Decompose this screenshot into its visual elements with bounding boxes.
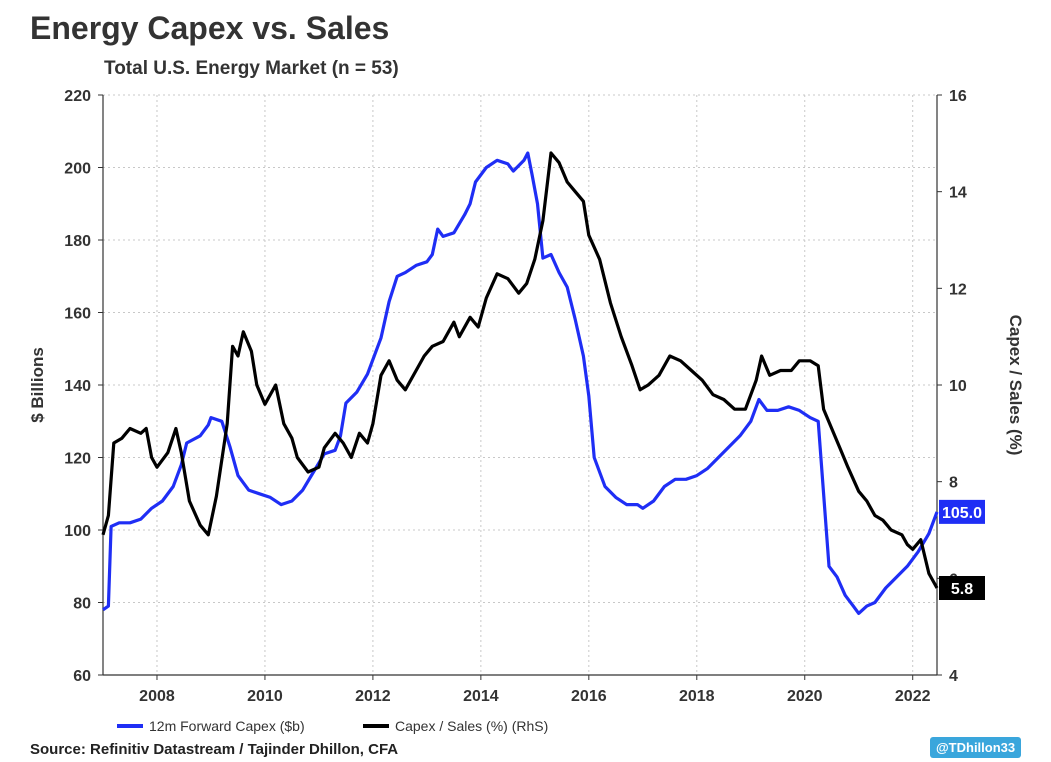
left-tick-label: 160 bbox=[64, 306, 91, 323]
left-tick-label: 100 bbox=[64, 523, 91, 540]
chart-title: Energy Capex vs. Sales bbox=[30, 10, 390, 46]
left-tick-label: 200 bbox=[64, 161, 91, 178]
left-tick-label: 220 bbox=[64, 88, 91, 105]
left-axis-label: $ Billions bbox=[28, 347, 47, 423]
left-tick-label: 120 bbox=[64, 451, 91, 468]
last-value-text: 105.0 bbox=[942, 505, 982, 522]
right-tick-label: 8 bbox=[949, 475, 958, 492]
x-tick-label: 2008 bbox=[139, 688, 175, 705]
gridlines bbox=[103, 94, 937, 675]
legend: 12m Forward Capex ($b) Capex / Sales (%)… bbox=[117, 718, 548, 734]
x-tick-label: 2010 bbox=[247, 688, 283, 705]
x-tick-label: 2020 bbox=[787, 688, 823, 705]
right-tick-label: 14 bbox=[949, 185, 967, 202]
left-tick-label: 60 bbox=[73, 668, 91, 685]
left-tick-label: 80 bbox=[73, 596, 91, 613]
ratio-series-line bbox=[101, 151, 939, 589]
right-axis-label: Capex / Sales (%) bbox=[1006, 315, 1025, 456]
last-value-box bbox=[939, 576, 985, 600]
x-tick-label: 2018 bbox=[679, 688, 715, 705]
axes: 6080100120140160180200220468101214162008… bbox=[64, 88, 967, 705]
x-tick-label: 2016 bbox=[571, 688, 607, 705]
x-tick-label: 2012 bbox=[355, 688, 391, 705]
series-lines bbox=[101, 151, 939, 615]
legend-label-ratio: Capex / Sales (%) (RhS) bbox=[395, 718, 548, 734]
source-note: Source: Refinitiv Datastream / Tajinder … bbox=[30, 741, 399, 758]
right-tick-label: 10 bbox=[949, 378, 967, 395]
ratio-last-value-badge: 5.8 bbox=[939, 576, 985, 600]
chart-subtitle: Total U.S. Energy Market (n = 53) bbox=[104, 58, 399, 79]
capex-last-value-badge: 105.0 bbox=[939, 499, 985, 524]
last-value-box bbox=[939, 499, 985, 524]
last-value-text: 5.8 bbox=[951, 581, 973, 598]
twitter-handle-badge[interactable]: @TDhillon33 bbox=[930, 737, 1022, 758]
x-tick-label: 2014 bbox=[463, 688, 499, 705]
right-tick-label: 16 bbox=[949, 88, 967, 105]
right-tick-label: 4 bbox=[949, 668, 958, 685]
end-labels: 105.0 5.8 bbox=[939, 499, 985, 600]
legend-label-capex: 12m Forward Capex ($b) bbox=[149, 718, 305, 734]
x-tick-label: 2022 bbox=[895, 688, 931, 705]
right-tick-label: 12 bbox=[949, 281, 967, 298]
left-tick-label: 180 bbox=[64, 233, 91, 250]
capex-series-line bbox=[102, 151, 939, 615]
left-tick-label: 140 bbox=[64, 378, 91, 395]
